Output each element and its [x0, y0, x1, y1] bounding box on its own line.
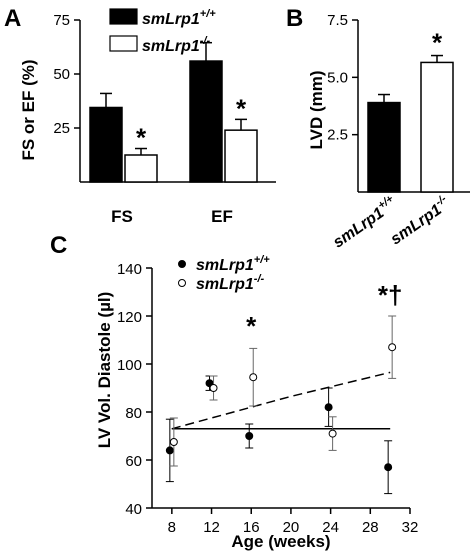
- panel-b-y-tick-label: 5.0: [327, 69, 348, 86]
- panel-a: A 25 50 75 FS EF * * smLrp1+/+ smLrp1-/- FS or E…: [4, 5, 276, 226]
- panel-a-legend-swatch: [109, 35, 138, 52]
- panel-c-y-tick-label: 140: [117, 261, 142, 278]
- panel-c-x-tick-label: 32: [402, 519, 419, 536]
- panel-c-y-tick-label: 100: [117, 357, 142, 374]
- panel-b-y-tick-label: 7.5: [327, 12, 348, 29]
- panel-c-x-tick-label: 16: [243, 519, 260, 536]
- panel-c-point-ko: [209, 384, 218, 392]
- panel-b-category-label: smLrp1-/-: [386, 193, 454, 249]
- panel-a-y-tick-label: 25: [53, 120, 70, 137]
- panel-b-bar: [420, 61, 454, 193]
- panel-a-chart: 25 50 75 FS EF * * smLrp1+/+ smLrp1-/-: [53, 8, 276, 226]
- panel-b-category-label: smLrp1+/+: [328, 193, 400, 252]
- panel-c-y-tick-label: 60: [125, 453, 142, 470]
- panel-a-bar: [124, 154, 158, 183]
- panel-c-point-ko: [249, 373, 258, 382]
- panel-c-fit-line-ko: [171, 371, 391, 430]
- panel-c-x-axis-title: Age (weeks): [231, 532, 330, 551]
- panel-a-significance-mark: *: [136, 123, 147, 153]
- panel-a-y-axis-title: FS or EF (%): [19, 59, 38, 160]
- panel-b-bar: [367, 101, 401, 193]
- panel-c-y-axis-title: LV Vol. Diastole (µl): [95, 292, 114, 449]
- panel-c-point-ko: [388, 343, 397, 352]
- panel-a-significance-mark: *: [236, 93, 247, 123]
- panel-c-letter: C: [50, 232, 67, 259]
- panel-a-bar: [189, 60, 223, 183]
- panel-a-letter: A: [4, 5, 21, 32]
- panel-c-x-tick-label: 12: [203, 519, 220, 536]
- panel-c-x-tick-label: 28: [362, 519, 379, 536]
- panel-b: B 2.5 5.0 7.5 smLrp1+/+smLrp1-/- * LVD (mm): [286, 5, 470, 252]
- panel-a-bar: [224, 129, 258, 183]
- panel-a-legend-swatch: [109, 8, 138, 25]
- panel-c-y-tick-label: 80: [125, 405, 142, 422]
- panel-c-point-wt: [384, 463, 393, 472]
- panel-c-y-tick-label: 40: [125, 501, 142, 518]
- panel-c-significance-mark: *: [246, 311, 257, 341]
- panel-c: C 40 60 80 100 120 140 8 12 16 20 24 28 32 * *† smLrp1+…: [50, 232, 418, 551]
- panel-c-point-wt: [324, 403, 333, 412]
- panel-b-letter: B: [286, 5, 303, 32]
- panel-c-chart: 40 60 80 100 120 140 8 12 16 20 24 28 32 * *† smLrp1+/+…: [117, 254, 418, 536]
- panel-a-y-tick-label: 50: [53, 66, 70, 83]
- panel-c-legend-marker-ko: [178, 279, 186, 287]
- panel-a-y-tick-label: 75: [53, 12, 70, 29]
- panel-c-legend-label: smLrp1-/-: [196, 273, 265, 293]
- panel-c-point-ko: [169, 438, 178, 446]
- panel-c-point-wt: [245, 432, 254, 440]
- panel-c-legend-marker-wt: [178, 260, 186, 268]
- panel-b-significance-mark: *: [432, 28, 443, 58]
- panel-b-y-tick-label: 2.5: [327, 127, 348, 144]
- panel-c-x-tick-label: 8: [168, 519, 176, 536]
- panel-c-y-tick-label: 120: [117, 309, 142, 326]
- panel-b-chart: 2.5 5.0 7.5 smLrp1+/+smLrp1-/- *: [327, 12, 470, 252]
- panel-b-y-axis-title: LVD (mm): [307, 70, 326, 149]
- panel-c-legend-label: smLrp1+/+: [196, 254, 270, 274]
- panel-c-significance-mark: *†: [378, 280, 403, 310]
- panel-c-point-wt: [165, 446, 174, 455]
- panel-a-legend-label: smLrp1+/+: [142, 8, 216, 28]
- panel-c-point-ko: [328, 429, 337, 438]
- panel-a-legend-label: smLrp1-/-: [142, 35, 211, 55]
- panel-c-x-tick-label: 20: [283, 519, 300, 536]
- panel-a-category-label: EF: [211, 207, 233, 226]
- panel-c-x-tick-label: 24: [322, 519, 339, 536]
- panel-a-bar: [89, 106, 123, 183]
- panel-a-category-label: FS: [111, 207, 133, 226]
